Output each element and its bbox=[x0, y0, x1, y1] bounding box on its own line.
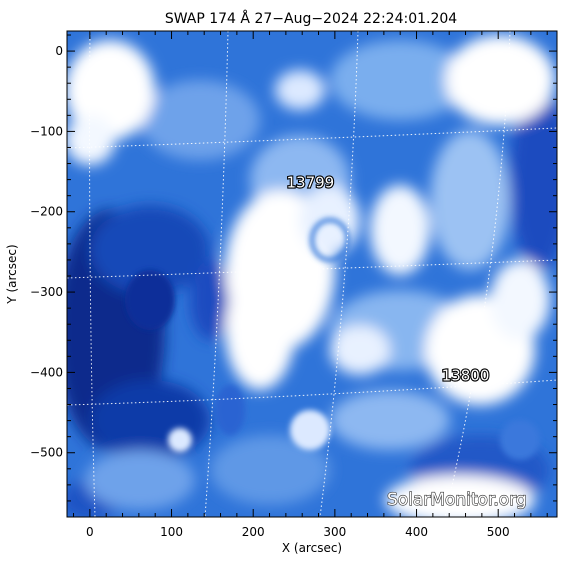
x-tick-label: 200 bbox=[242, 525, 265, 539]
x-tick-label: 400 bbox=[405, 525, 428, 539]
x-axis-label: X (arcsec) bbox=[282, 541, 342, 555]
x-tick-label: 500 bbox=[487, 525, 510, 539]
y-tick-label: −100 bbox=[30, 124, 63, 138]
y-tick-label: −500 bbox=[30, 446, 63, 460]
y-axis-ticks: 0 −100 −200 −300 −400 −500 bbox=[30, 34, 557, 518]
x-tick-label: 100 bbox=[160, 525, 183, 539]
y-tick-label: 0 bbox=[55, 44, 63, 58]
x-axis-ticks: 0 100 200 300 400 500 bbox=[73, 31, 548, 539]
solarmonitor-watermark: SolarMonitor.org bbox=[387, 490, 527, 510]
heliographic-grid bbox=[67, 31, 557, 517]
fine-structure bbox=[125, 218, 540, 460]
x-tick-label: 0 bbox=[86, 525, 94, 539]
y-tick-label: −400 bbox=[30, 365, 63, 379]
x-tick-label: 300 bbox=[323, 525, 346, 539]
solar-image bbox=[67, 31, 557, 517]
y-tick-label: −300 bbox=[30, 285, 63, 299]
active-region-labels: 13799 13800 bbox=[285, 173, 490, 386]
active-region-number: 13799 bbox=[287, 174, 335, 192]
y-axis-label: Y (arcsec) bbox=[5, 244, 19, 304]
active-region-number: 13800 bbox=[442, 366, 490, 384]
y-tick-label: −200 bbox=[30, 205, 63, 219]
intensity-blobs bbox=[67, 35, 557, 517]
image-title: SWAP 174 Å 27−Aug−2024 22:24:01.204 bbox=[165, 10, 457, 27]
plot-frame bbox=[66, 30, 558, 518]
